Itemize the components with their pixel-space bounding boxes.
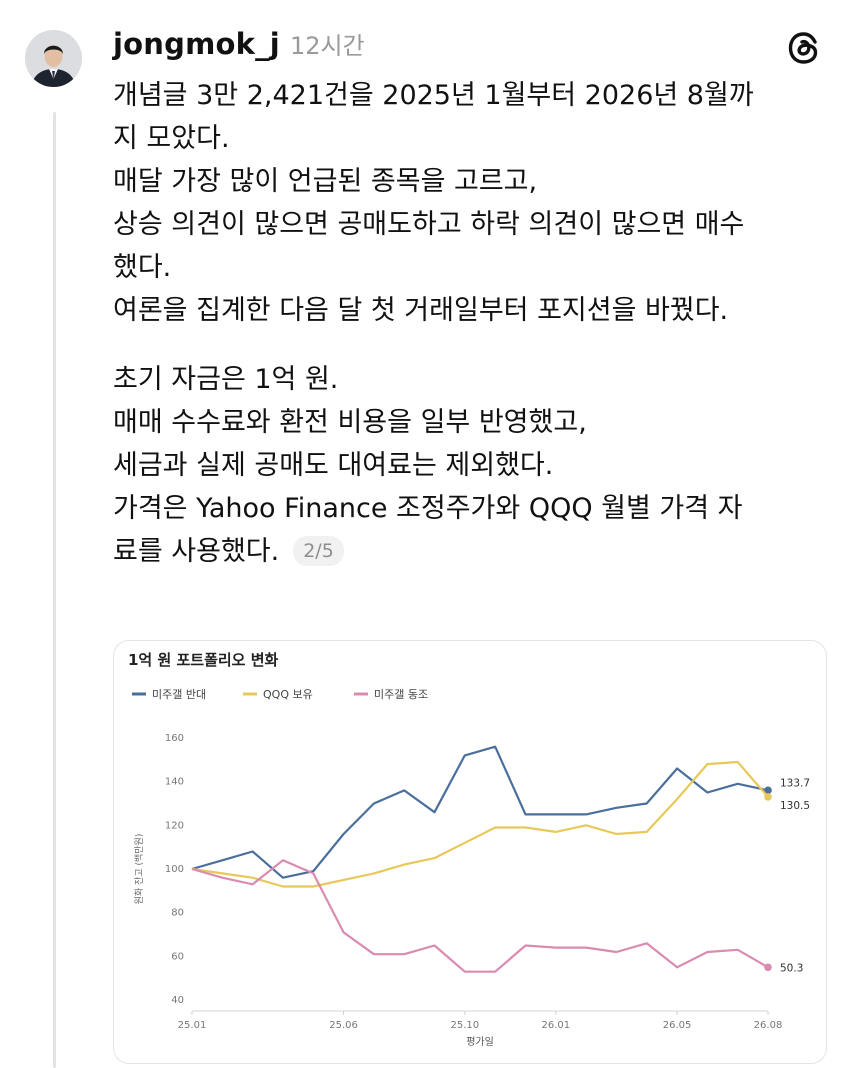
y-tick-label: 100	[165, 864, 184, 875]
page-indicator-badge[interactable]: 2/5	[293, 536, 344, 566]
username[interactable]: jongmok_j	[113, 27, 280, 61]
x-tick-label: 26.05	[663, 1020, 692, 1031]
y-axis-ticks: 40 60 80 100 120 140 160	[165, 733, 184, 1006]
series-end-marker	[764, 963, 772, 972]
threads-logo-icon[interactable]	[786, 30, 822, 66]
post-line: 개념글 3만 2,421건을 2025년 1월부터 2026년 8월까	[113, 80, 754, 111]
y-tick-label: 160	[165, 733, 184, 744]
post-body: 개념글 3만 2,421건을 2025년 1월부터 2026년 8월까 지 모았…	[113, 74, 825, 573]
chart-legend: 미주갤 반대 QQQ 보유 미주갤 동조	[132, 688, 428, 701]
x-tick-label: 25.01	[178, 1020, 207, 1031]
post-line: 지 모았다.	[113, 123, 230, 154]
series-line	[191, 760, 769, 888]
series-end-label: 50.3	[780, 962, 803, 974]
series-end-label: 133.7	[780, 777, 810, 789]
legend-label: 미주갤 반대	[152, 688, 206, 701]
post-line-text: 료를 사용했다.	[113, 536, 280, 567]
series-end-marker	[764, 786, 772, 795]
y-tick-label: 120	[165, 820, 184, 831]
x-tick-label: 26.01	[541, 1020, 570, 1031]
y-tick-label: 60	[171, 951, 184, 962]
series-line	[191, 745, 769, 879]
legend-label: 미주갤 동조	[374, 688, 428, 701]
series-line	[191, 859, 769, 973]
x-tick-label: 25.06	[329, 1020, 358, 1031]
chart-title: 1억 원 포트폴리오 변화	[128, 651, 279, 669]
x-tick-label: 26.08	[754, 1020, 783, 1031]
post-line: 했다.	[113, 252, 172, 283]
post-line: 매매 수수료와 환전 비용을 일부 반영했고,	[113, 407, 587, 438]
post-line: 매달 가장 많이 언급된 종목을 고르고,	[113, 166, 538, 197]
series-end-label: 130.5	[780, 800, 810, 812]
post-line: 초기 자금은 1억 원.	[113, 364, 339, 395]
y-tick-label: 40	[171, 995, 184, 1006]
paragraph-gap	[113, 332, 825, 358]
thread-line	[53, 112, 56, 1068]
series-end-marker	[764, 793, 772, 801]
avatar[interactable]	[25, 30, 82, 87]
chart-card[interactable]: 1억 원 포트폴리오 변화 미주갤 반대 QQQ 보유 미주갤 동조 40 60 80 1…	[113, 640, 827, 1064]
legend-label: QQQ 보유	[263, 688, 313, 701]
avatar-photo	[25, 30, 82, 87]
chart-series: 133.7 130.5 50.3	[191, 745, 810, 974]
timestamp[interactable]: 12시간	[289, 32, 365, 60]
y-axis-label: 원화 잔고 (백만원)	[134, 834, 145, 905]
post-line: 가격은 Yahoo Finance 조정주가와 QQQ 월별 가격 자	[113, 493, 743, 524]
y-tick-label: 80	[171, 908, 184, 919]
x-tick-label: 25.10	[451, 1020, 480, 1031]
portfolio-line-chart: 1억 원 포트폴리오 변화 미주갤 반대 QQQ 보유 미주갤 동조 40 60 80 1…	[128, 651, 810, 1048]
x-axis-ticks: 25.01 25.06 25.10 26.01 26.05 26.08	[178, 1011, 783, 1031]
post-line-last: 료를 사용했다. 2/5	[113, 530, 825, 573]
y-tick-label: 140	[165, 777, 184, 788]
post-line: 여론을 집계한 다음 달 첫 거래일부터 포지션을 바꿨다.	[113, 295, 729, 326]
x-axis-label: 평가일	[466, 1036, 494, 1048]
post-line: 상승 의견이 많으면 공매도하고 하락 의견이 많으면 매수	[113, 209, 745, 240]
post-line: 세금과 실제 공매도 대여료는 제외했다.	[113, 450, 554, 481]
post-header: jongmok_j 12시간	[113, 26, 365, 66]
